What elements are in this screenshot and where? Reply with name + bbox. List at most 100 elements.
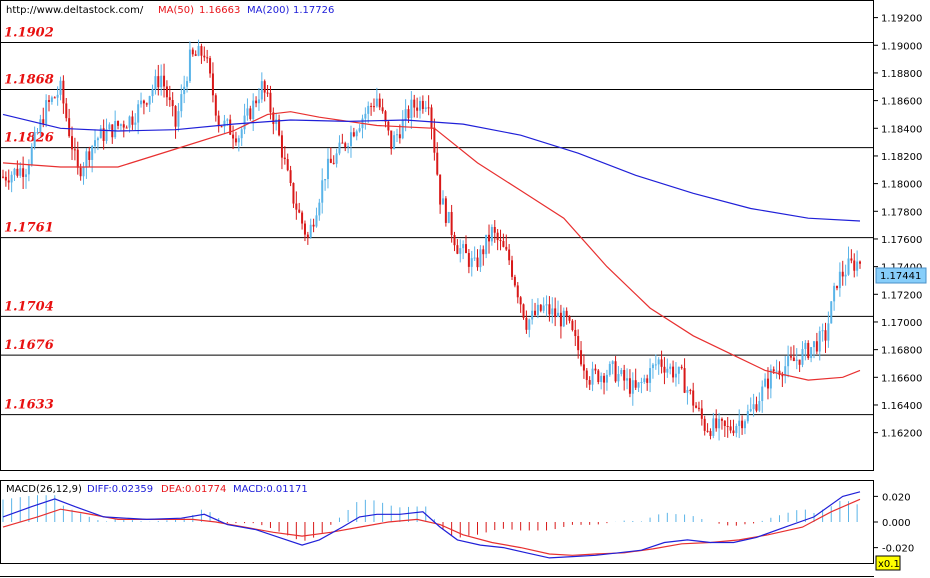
candle-down	[269, 92, 272, 113]
candle-up	[591, 368, 594, 385]
candle-down	[206, 57, 209, 59]
candle-down	[766, 378, 769, 389]
ma50-label: MA(50)	[158, 5, 194, 16]
price-axis: 1.19200 1.19000 1.18800 1.18600 1.18400 1.182…	[874, 14, 922, 440]
candle-up	[718, 418, 721, 429]
candle-up	[545, 304, 548, 306]
macd-tick-label: -0.020	[882, 544, 914, 555]
candle-down	[390, 130, 393, 150]
moving-averages	[2, 111, 861, 381]
candle-down	[413, 99, 416, 108]
zoom-label: x0.1	[878, 559, 900, 570]
candle-down	[298, 209, 301, 213]
candle-down	[741, 420, 744, 429]
level-label: 1.1826	[4, 131, 54, 146]
candle-up	[349, 132, 352, 147]
y-tick-label: 1.16600	[881, 373, 922, 384]
candle-up	[59, 80, 62, 95]
y-tick-label: 1.18400	[881, 124, 922, 135]
candle-up	[257, 99, 260, 104]
candle-down	[232, 134, 235, 139]
macd-indicator	[2, 491, 861, 559]
candle-up	[39, 119, 42, 133]
candle-up	[226, 119, 229, 121]
candle-up	[85, 151, 88, 168]
candle-down	[789, 356, 792, 358]
candle-down	[306, 234, 309, 238]
candle-down	[628, 378, 631, 394]
candle-up	[749, 409, 752, 412]
candle-down	[835, 285, 838, 289]
candle-up	[358, 128, 361, 132]
candle-down	[266, 92, 269, 94]
candle-down	[502, 241, 505, 247]
candle-up	[827, 323, 830, 341]
macd-diff-label: DIFF:0.02359	[87, 484, 153, 495]
candle-down	[384, 111, 387, 122]
candle-down	[453, 235, 456, 246]
current-price-box	[875, 267, 927, 284]
zoom-box[interactable]	[875, 555, 901, 571]
candle-up	[82, 167, 85, 177]
candle-down	[278, 119, 281, 136]
candle-up	[838, 271, 841, 289]
candle-up	[260, 81, 263, 100]
candle-up	[140, 100, 143, 105]
candle-up	[562, 310, 565, 327]
candle-down	[332, 162, 335, 164]
candle-down	[42, 119, 45, 125]
candle-down	[76, 149, 79, 168]
candle-up	[856, 261, 859, 271]
level-label: 1.1676	[4, 338, 54, 353]
candle-up	[223, 120, 226, 127]
candle-up	[183, 86, 186, 95]
candle-down	[2, 176, 4, 178]
candle-down	[157, 76, 160, 88]
candle-up	[56, 94, 59, 98]
candle-down	[163, 75, 166, 87]
candle-down	[807, 342, 810, 358]
candle-down	[145, 103, 148, 105]
candle-down	[571, 320, 574, 330]
candle-down	[513, 276, 516, 286]
candle-up	[528, 319, 531, 330]
candle-up	[105, 129, 108, 141]
candle-up	[318, 202, 321, 216]
candle-down	[499, 240, 502, 242]
candle-up	[640, 381, 643, 383]
candle-up	[401, 119, 404, 139]
candle-down	[706, 430, 709, 432]
candle-down	[62, 80, 65, 104]
candle-up	[151, 89, 154, 97]
candle-down	[672, 366, 675, 378]
candle-down	[372, 106, 375, 108]
candle-up	[447, 212, 450, 223]
candle-up	[611, 361, 614, 365]
candle-up	[712, 418, 715, 436]
macd-tick-label: 0.000	[882, 518, 911, 529]
candle-down	[700, 408, 703, 419]
candle-down	[303, 223, 306, 235]
candle-up	[338, 142, 341, 154]
candle-up	[801, 349, 804, 365]
candle-up	[631, 380, 634, 394]
main-plot-area[interactable]	[0, 0, 874, 471]
candle-down	[263, 81, 266, 93]
candle-down	[594, 368, 597, 371]
y-tick-label: 1.18200	[881, 152, 922, 163]
candle-down	[585, 370, 588, 381]
candle-up	[637, 382, 640, 388]
candle-up	[536, 304, 539, 316]
candle-down	[548, 304, 551, 315]
candle-down	[117, 121, 120, 126]
candle-down	[539, 304, 542, 311]
candle-up	[367, 105, 370, 114]
ma50-value: 1.16663	[199, 5, 240, 16]
candle-up	[275, 119, 278, 124]
candle-down	[444, 198, 447, 223]
candle-up	[128, 116, 131, 128]
candle-down	[280, 135, 283, 158]
candle-down	[841, 271, 844, 277]
candle-up	[13, 168, 16, 175]
